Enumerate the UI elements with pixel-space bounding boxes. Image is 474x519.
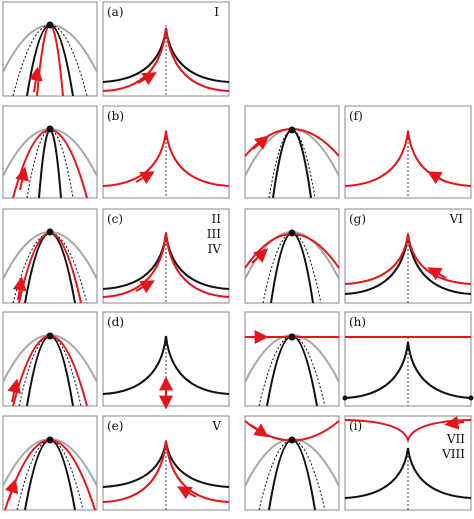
dotted-parabola [262,232,322,304]
roman-numeral: III [207,227,221,241]
red-arrow [12,276,27,301]
red-arrow [28,66,43,93]
row-1-parabola-panel [2,1,98,97]
roman-numeral: V [211,419,221,433]
panel-e: (e) V [102,415,230,511]
row-3-right-parabola-panel [244,208,340,304]
row-5-left-parabola-panel [2,415,98,511]
panel-a: (a) I [102,1,230,97]
panel-label: (a) [107,5,124,19]
red-cusp-curve [102,27,230,92]
red-arrow [135,171,155,185]
panel-label: (e) [107,419,123,433]
apex-dot [46,332,54,340]
red-arrow [4,478,19,501]
apex-dot [46,21,54,29]
black-cusp-curve [344,341,472,399]
apex-dot [288,126,296,134]
panel-label: (f) [349,109,363,123]
apex-dot [46,228,54,236]
apex-dot [288,229,296,237]
red-arrow [251,248,269,264]
red-arrow [137,72,157,86]
red-arrow [444,415,465,430]
panel-i: (i) VII VIII [344,415,472,511]
apex-dot [46,436,54,444]
red-arrow [177,486,197,500]
apex-dot [288,436,296,444]
row-3-left-parabola-panel [2,208,98,304]
panel-label: (c) [107,212,123,226]
red-cusp-curve [102,130,230,187]
roman-numeral: VIII [441,447,465,461]
panel-label: (g) [349,212,366,226]
panel-h: (h) [342,311,474,407]
roman-numeral: VI [449,212,464,226]
panel-label: (i) [349,419,362,433]
apex-dot [288,333,296,341]
row-4-left-parabola-panel [2,311,98,407]
red-arrow [7,378,22,403]
black-cusp-curve [344,447,472,499]
panel-g: (g) VI [344,208,472,304]
row-5-right-parabola-panel [244,415,340,511]
red-cusp-curve [102,440,230,503]
red-arrow [135,280,155,294]
roman-numeral: II [212,212,222,226]
edge-dot [342,395,348,401]
row-2-left-parabola-panel [2,105,98,199]
red-cusp-curve [344,419,472,444]
edge-dot [468,395,474,401]
apex-dot [46,125,54,133]
panel-c: (c) II III IV [102,208,230,304]
roman-numeral: I [214,5,219,19]
red-arrow [427,171,447,185]
red-arrow [252,135,270,150]
panel-label: (d) [107,315,124,329]
row-4-right-parabola-panel [244,311,340,407]
panel-label: (b) [107,109,124,123]
panel-label: (h) [349,315,366,329]
roman-numeral: VII [446,432,465,446]
red-arrow [250,423,269,438]
dotted-parabola [12,232,88,304]
black-cusp-curve [102,335,230,395]
red-arrow [15,166,30,191]
panel-d: (d) [102,311,230,410]
red-arrow [427,267,447,281]
row-2-right-parabola-panel [244,105,340,199]
roman-numeral: IV [208,242,222,256]
red-cusp-curve [102,232,230,298]
panel-b: (b) [102,105,230,199]
panel-f: (f) [344,105,472,199]
